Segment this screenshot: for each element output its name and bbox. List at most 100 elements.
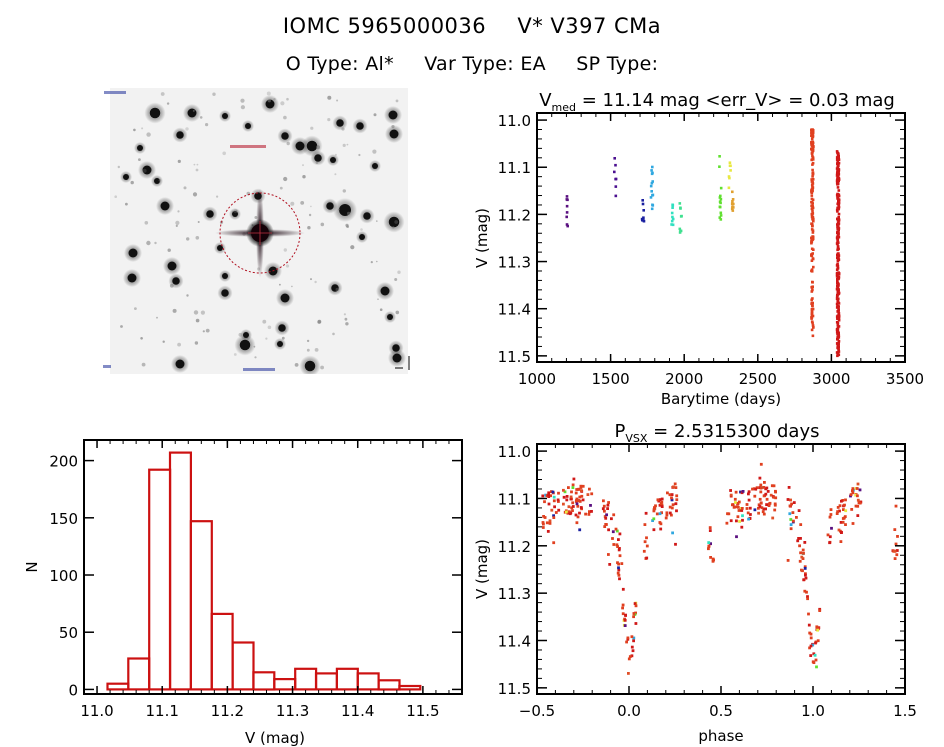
data-point — [614, 177, 618, 181]
data-point — [758, 486, 762, 489]
data-point — [810, 286, 814, 289]
data-point — [836, 225, 840, 229]
data-point — [858, 488, 862, 492]
data-point — [623, 617, 626, 621]
data-point — [837, 235, 841, 239]
data-point — [621, 612, 625, 616]
data-point — [836, 217, 839, 221]
data-point — [741, 514, 744, 518]
data-point — [857, 501, 861, 505]
data-point — [836, 164, 840, 167]
data-point — [741, 490, 745, 493]
data-point — [810, 240, 813, 244]
data-point — [837, 215, 840, 219]
faint-star — [335, 287, 340, 292]
data-point — [837, 219, 841, 222]
data-point — [811, 206, 815, 210]
data-point — [664, 516, 668, 520]
data-point — [836, 258, 840, 262]
y-tick-label: 150 — [49, 510, 78, 528]
data-point — [811, 216, 815, 219]
data-point — [803, 541, 807, 544]
data-point — [836, 282, 840, 286]
data-point — [837, 312, 841, 315]
data-point — [614, 527, 618, 531]
data-point — [812, 661, 816, 664]
data-point — [557, 491, 560, 495]
data-point — [806, 595, 809, 598]
data-point — [836, 252, 840, 256]
data-point — [670, 498, 674, 502]
faint-star — [346, 225, 349, 229]
data-point — [842, 508, 845, 511]
data-point — [811, 129, 815, 132]
data-point — [854, 493, 858, 497]
data-point — [836, 273, 839, 276]
data-point — [612, 543, 616, 546]
data-point — [811, 147, 815, 151]
data-point — [837, 198, 841, 201]
data-point — [815, 665, 818, 669]
data-point — [557, 508, 561, 512]
data-point — [678, 231, 682, 234]
data-point — [748, 516, 752, 520]
y-tick-label: 11.0 — [498, 443, 531, 461]
data-point — [810, 148, 814, 152]
data-point — [836, 351, 840, 355]
data-point — [836, 193, 840, 196]
faint-star — [332, 332, 335, 336]
data-point — [836, 326, 840, 329]
data-point — [732, 206, 735, 209]
data-point — [836, 154, 840, 158]
data-point — [617, 566, 620, 570]
data-point — [707, 541, 711, 544]
data-point — [759, 486, 763, 490]
data-point — [796, 539, 800, 543]
y-tick-label: 11.3 — [498, 585, 531, 603]
data-point — [837, 253, 840, 257]
faint-star — [142, 168, 147, 173]
data-point — [574, 491, 578, 495]
data-point — [811, 202, 814, 205]
data-point — [836, 151, 839, 155]
data-point — [837, 283, 840, 286]
data-point — [728, 164, 732, 167]
faint-star — [193, 163, 196, 166]
data-point — [836, 299, 840, 302]
data-point — [835, 321, 839, 324]
data-point — [835, 181, 839, 185]
data-point — [835, 156, 839, 159]
data-point — [836, 343, 840, 347]
data-point — [747, 498, 751, 502]
data-point — [811, 132, 814, 135]
data-point — [811, 163, 814, 166]
data-point — [799, 537, 802, 540]
faint-star — [273, 98, 276, 101]
data-point — [762, 507, 766, 511]
data-point — [837, 179, 840, 183]
data-point — [837, 346, 840, 349]
data-point — [760, 506, 764, 510]
data-point — [708, 529, 712, 532]
data-point — [576, 504, 580, 508]
target-marker-circle — [219, 192, 301, 274]
data-point — [835, 315, 839, 318]
data-point — [615, 543, 619, 547]
data-point — [617, 573, 621, 577]
data-point — [632, 612, 636, 615]
faint-star — [120, 325, 123, 328]
data-point — [839, 529, 842, 533]
data-point — [641, 218, 644, 222]
star — [278, 324, 286, 332]
data-point — [836, 288, 840, 291]
data-point — [654, 504, 657, 508]
data-point — [640, 217, 644, 221]
data-point — [836, 181, 839, 185]
data-point — [651, 193, 655, 197]
data-point — [788, 504, 792, 508]
data-point — [835, 342, 839, 345]
data-point — [769, 493, 773, 497]
data-point — [642, 219, 646, 223]
data-point — [854, 504, 858, 508]
faint-star — [316, 145, 320, 150]
